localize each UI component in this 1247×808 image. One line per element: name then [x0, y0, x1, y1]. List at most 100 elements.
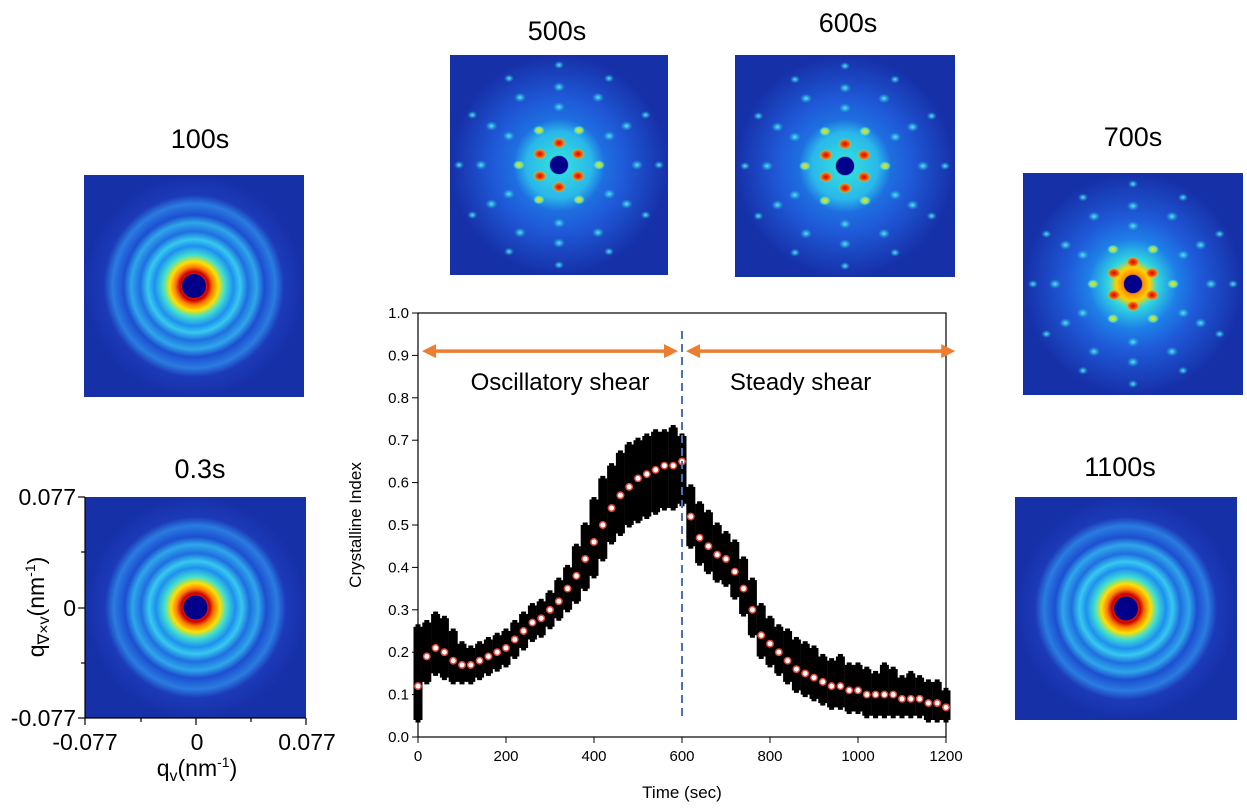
point	[661, 505, 667, 511]
spot	[1107, 244, 1119, 255]
point	[573, 543, 579, 549]
spot	[1147, 313, 1159, 324]
spot	[819, 126, 831, 137]
y-tick-label: 0.9	[388, 347, 409, 364]
x-tick-label: 600	[669, 748, 694, 765]
spot	[1088, 211, 1100, 222]
point	[686, 512, 695, 521]
point	[512, 653, 518, 659]
spot	[1076, 308, 1089, 318]
spot	[753, 212, 764, 220]
y-tick-label: 0.3	[388, 602, 409, 619]
point	[785, 628, 791, 634]
point	[484, 652, 493, 661]
saxs-image	[84, 175, 304, 397]
saxs-image	[85, 497, 306, 718]
point	[776, 624, 782, 630]
point	[864, 713, 870, 719]
spot	[1194, 318, 1207, 328]
point	[827, 682, 836, 691]
point	[767, 615, 773, 621]
label-part: (nm	[178, 755, 218, 781]
spot	[475, 160, 487, 170]
y-tick-label: 0.2	[388, 644, 409, 661]
spot	[838, 182, 852, 194]
spot	[800, 228, 812, 239]
point	[697, 560, 703, 566]
point	[546, 605, 554, 614]
spot	[532, 170, 547, 182]
point	[748, 605, 757, 614]
saxs-image	[450, 55, 668, 275]
spot	[890, 248, 900, 257]
point	[572, 571, 581, 580]
image-label: 1100s	[1084, 452, 1156, 482]
spot	[640, 211, 651, 219]
point	[493, 648, 502, 657]
point	[818, 677, 827, 686]
point	[908, 713, 914, 719]
point	[609, 463, 615, 469]
point	[855, 709, 861, 715]
spot	[1041, 230, 1052, 238]
spot	[603, 131, 616, 141]
beam-stop	[1114, 596, 1138, 621]
spot	[940, 162, 950, 170]
spot	[1059, 240, 1072, 250]
spot	[859, 195, 871, 206]
point	[749, 632, 755, 638]
spot	[771, 122, 784, 132]
point	[468, 679, 474, 685]
spot	[1194, 240, 1207, 250]
region-label: Steady shear	[730, 369, 871, 396]
point	[519, 627, 528, 635]
point	[485, 636, 491, 642]
spot	[800, 93, 812, 104]
spot	[1166, 346, 1178, 357]
region-label: Oscillatory shear	[471, 369, 650, 396]
point	[521, 645, 527, 651]
label-part: q	[23, 645, 49, 658]
point	[741, 556, 747, 562]
spot	[514, 227, 526, 238]
point	[547, 624, 553, 630]
label-part: v	[170, 768, 178, 785]
point	[503, 662, 509, 668]
tick-label: 0	[191, 729, 204, 755]
x-tick-label: 800	[757, 748, 782, 765]
x-axis-label: Time (sec)	[642, 783, 722, 802]
x-tick-label: 1200	[929, 748, 962, 765]
point	[644, 433, 650, 439]
spot	[740, 162, 750, 170]
point	[450, 679, 456, 685]
point	[626, 441, 632, 447]
spot	[890, 75, 900, 84]
point	[697, 501, 703, 507]
point	[801, 669, 810, 678]
point	[433, 670, 439, 676]
spot	[1127, 357, 1139, 367]
x-tick-label: 200	[493, 748, 518, 765]
point	[573, 598, 579, 604]
spot	[553, 102, 565, 112]
spot	[1127, 337, 1139, 347]
point	[723, 530, 729, 536]
spot	[620, 121, 633, 131]
point	[565, 607, 571, 613]
point	[873, 670, 879, 676]
point	[458, 660, 466, 669]
y-tick-label: 0.7	[388, 432, 409, 449]
spot	[533, 125, 545, 136]
point	[598, 521, 607, 529]
spot	[839, 219, 851, 229]
spot	[1177, 308, 1190, 318]
point	[793, 636, 799, 642]
spot	[571, 148, 586, 160]
point	[864, 666, 870, 672]
point	[776, 670, 782, 676]
point	[713, 550, 722, 559]
point	[898, 694, 906, 703]
point	[749, 577, 755, 583]
spot	[1145, 289, 1160, 301]
point	[705, 509, 711, 515]
